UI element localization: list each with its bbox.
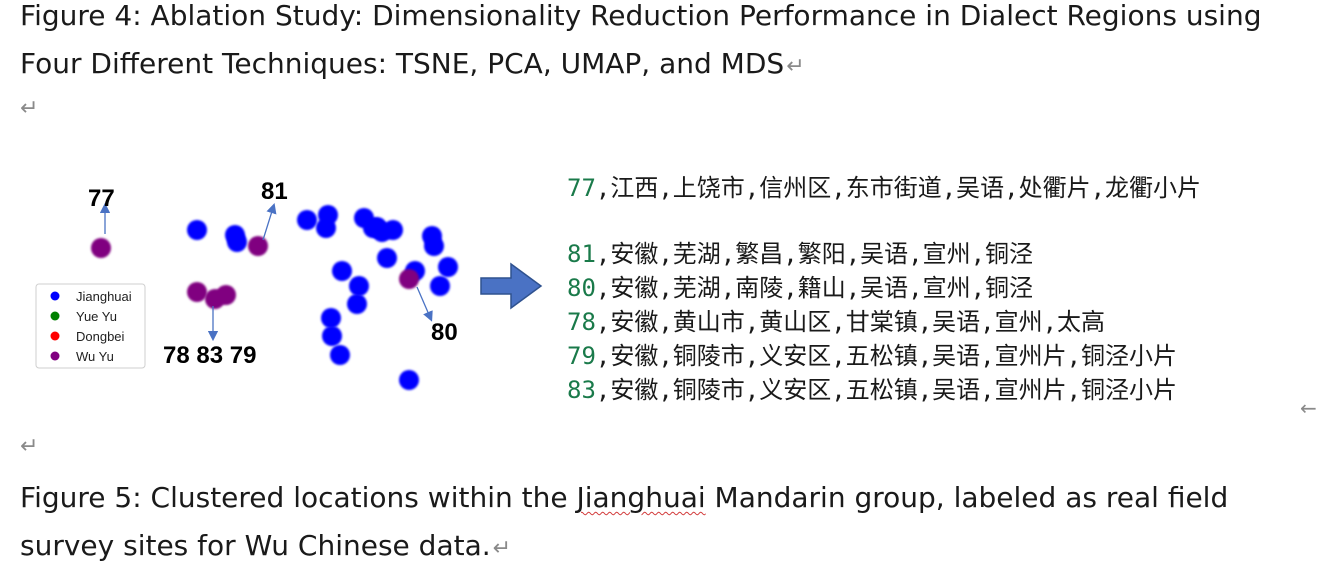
scatter-point-jianghuai — [424, 236, 444, 256]
annotation-label-81: 81 — [261, 178, 288, 205]
record-id: 77 — [567, 174, 596, 202]
scatter-point-jianghuai — [187, 220, 207, 240]
record-text: ,安徽,黄山市,黄山区,甘棠镇,吴语,宣州,太高 — [595, 308, 1106, 336]
scatter-plot: 77 81 80 78 83 79 Jianghuai Yue Yu Dongbei… — [35, 178, 543, 390]
legend-label: Wu Yu — [76, 349, 114, 364]
legend-marker — [50, 351, 60, 361]
scatter-point-jianghuai — [438, 257, 458, 277]
record-row: 81,安徽,芜湖,繁昌,繁阳,吴语,宣州,铜泾 — [567, 237, 1201, 271]
legend-label: Dongbei — [76, 329, 125, 344]
paragraph-mark-icon: ↵ — [786, 54, 805, 79]
scatter-point-jianghuai — [377, 248, 397, 268]
left-arrow-mark-icon: ← — [1300, 396, 1317, 420]
scatter-point-jianghuai — [330, 345, 350, 365]
legend-marker — [50, 311, 60, 321]
scatter-point-jianghuai — [227, 232, 247, 252]
annotation-label-80: 80 — [431, 319, 458, 346]
scatter-point-jianghuai — [316, 218, 336, 238]
legend-label: Jianghuai — [76, 289, 132, 304]
scatter-point-jianghuai — [297, 210, 317, 230]
legend-label: Yue Yu — [76, 309, 117, 324]
record-row: 77,江西,上饶市,信州区,东市街道,吴语,处衢片,龙衢小片 — [567, 171, 1201, 205]
scatter-point-wu-yu — [216, 285, 236, 305]
scatter-point-jianghuai — [383, 220, 403, 240]
record-id: 78 — [567, 308, 596, 336]
scatter-point-jianghuai — [321, 308, 341, 328]
scatter-point-wu-yu — [91, 238, 111, 258]
record-text: ,安徽,铜陵市,义安区,五松镇,吴语,宣州片,铜泾小片 — [595, 376, 1178, 404]
figure-4-caption: Figure 4: Ablation Study: Dimensionality… — [20, 0, 1315, 91]
record-text: ,安徽,芜湖,南陵,籍山,吴语,宣州,铜泾 — [595, 274, 1034, 302]
scatter-point-wu-yu — [248, 236, 268, 256]
scatter-point-jianghuai — [349, 276, 369, 296]
record-row: 78,安徽,黄山市,黄山区,甘棠镇,吴语,宣州,太高 — [567, 305, 1201, 339]
figure-5-caption: Figure 5: Clustered locations within the… — [20, 474, 1315, 573]
record-id: 81 — [567, 240, 596, 268]
point-annotations: 77 81 80 78 83 79 — [88, 178, 458, 369]
record-id: 79 — [567, 342, 596, 370]
scatter-point-jianghuai — [347, 294, 367, 314]
paragraph-mark-icon: ↵ — [20, 434, 39, 459]
paragraph-mark-icon: ↵ — [20, 96, 39, 121]
annotation-label-78-83-79: 78 83 79 — [163, 342, 256, 369]
figure-5-caption-part1: Figure 5: Clustered locations within the — [20, 481, 577, 514]
spellcheck-word: Jianghuai — [576, 481, 706, 514]
record-row: 79,安徽,铜陵市,义安区,五松镇,吴语,宣州片,铜泾小片 — [567, 339, 1201, 373]
record-row: 83,安徽,铜陵市,义安区,五松镇,吴语,宣州片,铜泾小片 — [567, 373, 1201, 407]
scatter-point-wu-yu — [399, 269, 419, 289]
record-row: 80,安徽,芜湖,南陵,籍山,吴语,宣州,铜泾 — [567, 271, 1201, 305]
record-text: ,江西,上饶市,信州区,东市街道,吴语,处衢片,龙衢小片 — [595, 174, 1202, 202]
survey-records: 77,江西,上饶市,信州区,东市街道,吴语,处衢片,龙衢小片 81,安徽,芜湖,… — [567, 171, 1201, 407]
record-id: 80 — [567, 274, 596, 302]
scatter-points — [91, 205, 458, 390]
annotation-label-77: 77 — [88, 185, 115, 212]
record-id: 83 — [567, 376, 596, 404]
figure-4-caption-text: Figure 4: Ablation Study: Dimensionality… — [20, 0, 1262, 80]
figure-5-caption-part2: Mandarin group, labeled as real field su… — [20, 481, 1229, 562]
legend-marker — [50, 331, 60, 341]
scatter-point-jianghuai — [367, 217, 387, 237]
scatter-point-jianghuai — [332, 261, 352, 281]
record-text: ,安徽,芜湖,繁昌,繁阳,吴语,宣州,铜泾 — [595, 240, 1034, 268]
block-arrow — [480, 262, 543, 310]
scatter-point-jianghuai — [430, 276, 450, 296]
scatter-point-jianghuai — [322, 326, 342, 346]
scatter-point-wu-yu — [187, 282, 207, 302]
scatter-point-jianghuai — [399, 370, 419, 390]
paragraph-mark-icon: ↵ — [492, 536, 512, 561]
record-text: ,安徽,铜陵市,义安区,五松镇,吴语,宣州片,铜泾小片 — [595, 342, 1178, 370]
legend: Jianghuai Yue Yu Dongbei Wu Yu — [35, 283, 146, 369]
legend-marker — [50, 291, 60, 301]
